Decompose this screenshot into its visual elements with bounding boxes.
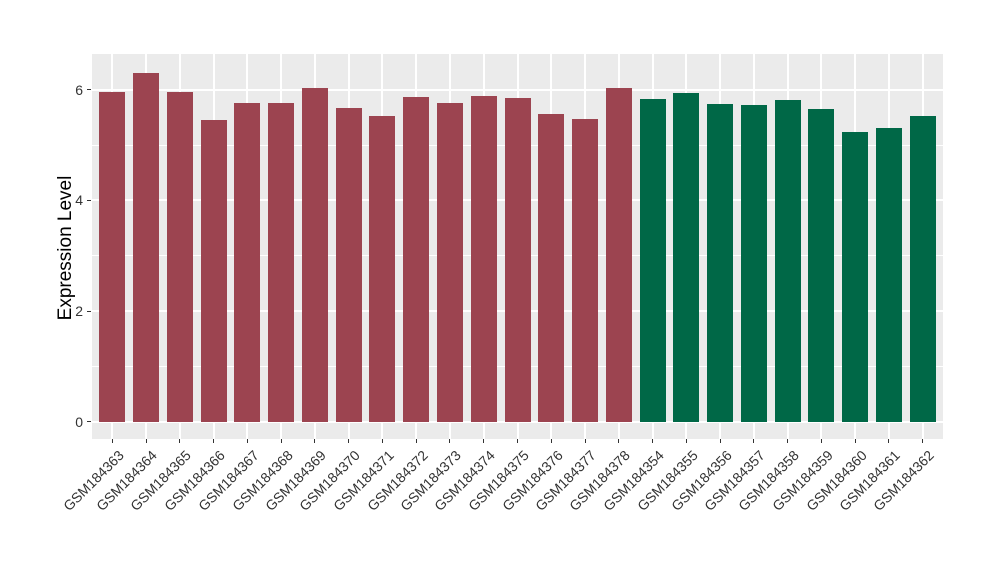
x-tick-mark [652, 439, 654, 443]
x-tick-mark [145, 439, 147, 443]
bar-GSM184355 [673, 92, 700, 422]
x-tick-mark [685, 439, 687, 443]
x-tick-mark [213, 439, 215, 443]
bar-GSM184367 [234, 102, 261, 422]
x-tick-mark [246, 439, 248, 443]
y-tick-label: 4 [75, 192, 83, 209]
bar-GSM184365 [166, 92, 193, 422]
x-tick-mark [888, 439, 890, 443]
bar-GSM184354 [639, 98, 666, 422]
x-tick-mark [415, 439, 417, 443]
x-tick-mark [111, 439, 113, 443]
x-tick-mark [584, 439, 586, 443]
x-tick-mark [179, 439, 181, 443]
x-tick-mark [550, 439, 552, 443]
x-tick-mark [753, 439, 755, 443]
x-tick-mark [314, 439, 316, 443]
y-tick-mark [87, 310, 91, 312]
bar-GSM184377 [572, 119, 599, 422]
bar-GSM184374 [470, 96, 497, 422]
bar-GSM184368 [268, 103, 295, 422]
bar-GSM184372 [403, 97, 430, 422]
bar-GSM184376 [538, 113, 565, 422]
y-tick-mark [87, 421, 91, 423]
x-tick-mark [517, 439, 518, 443]
bar-GSM184370 [335, 107, 362, 422]
x-tick-mark [449, 439, 451, 443]
y-tick-label: 0 [75, 413, 83, 430]
y-tick-mark [87, 199, 91, 201]
bar-GSM184369 [301, 88, 328, 422]
bar-GSM184360 [842, 132, 869, 422]
bar-GSM184364 [133, 73, 160, 422]
x-tick-mark [787, 439, 789, 443]
y-tick-label: 2 [75, 303, 83, 320]
y-tick-mark [87, 89, 91, 91]
bar-GSM184378 [605, 88, 632, 422]
x-tick-mark [719, 439, 721, 443]
bar-GSM184375 [504, 97, 531, 422]
bar-GSM184359 [808, 108, 835, 422]
bar-GSM184357 [740, 105, 767, 422]
bar-GSM184363 [99, 92, 126, 422]
x-tick-mark [280, 439, 282, 443]
bar-GSM184358 [774, 99, 801, 422]
bar-GSM184361 [875, 127, 902, 422]
bar-GSM184373 [436, 102, 463, 422]
x-tick-mark [854, 439, 856, 443]
x-tick-mark [381, 439, 383, 443]
bar-GSM184356 [707, 103, 734, 422]
x-tick-mark [483, 439, 485, 443]
x-tick-mark [820, 439, 822, 443]
y-tick-label: 6 [75, 81, 83, 98]
bar-GSM184371 [369, 115, 396, 422]
x-tick-mark [618, 439, 620, 443]
plot-panel [92, 54, 943, 439]
bar-GSM184366 [200, 119, 227, 422]
x-tick-mark [348, 439, 350, 443]
x-tick-mark [922, 439, 924, 443]
bar-GSM184362 [909, 115, 936, 422]
